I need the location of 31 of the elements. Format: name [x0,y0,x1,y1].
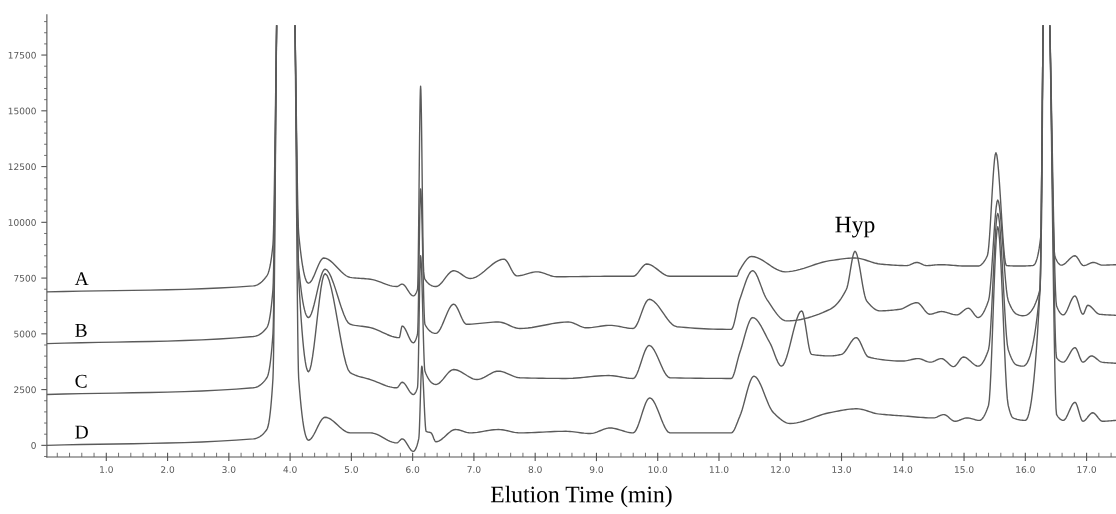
x-tick-label: 6.0 [406,466,420,473]
series-label: C [75,374,87,388]
x-tick-label: 12.0 [771,466,790,473]
x-tick-label: 10.0 [648,466,668,473]
annotation: Hyp [835,216,875,238]
x-tick-label: 16.0 [1016,466,1035,473]
y-tick-label: 7500 [14,274,36,282]
x-tick-label: 17.0 [1077,466,1097,473]
x-tick-label: 9.0 [589,466,604,473]
x-tick-label: 8.0 [528,466,542,473]
x-tick-label: 13.0 [832,466,851,473]
y-tick-label: 2500 [14,386,36,394]
x-tick-label: 3.0 [222,466,236,473]
y-tick-label: 5000 [14,330,36,338]
x-tick-label: 2.0 [161,466,175,473]
x-tick-label: 14.0 [893,466,913,473]
x-tick-label: 4.0 [283,466,297,473]
x-tick-label: 15.0 [955,466,974,473]
series-label: D [75,425,88,439]
x-tick-label: 11.0 [709,466,729,473]
y-tick-label: 0 [31,442,36,449]
x-axis-title: Elution Time (min) [490,485,672,508]
y-tick-label: 10000 [8,219,36,226]
y-tick-label: 12500 [8,163,36,171]
y-tick-label: 17500 [8,51,36,59]
series-label: B [75,324,87,337]
series-label: A [74,272,89,285]
y-tick-label: 15000 [8,107,36,115]
x-tick-label: 7.0 [467,466,481,473]
x-tick-label: 1.0 [100,466,113,473]
x-tick-label: 5.0 [344,466,358,473]
